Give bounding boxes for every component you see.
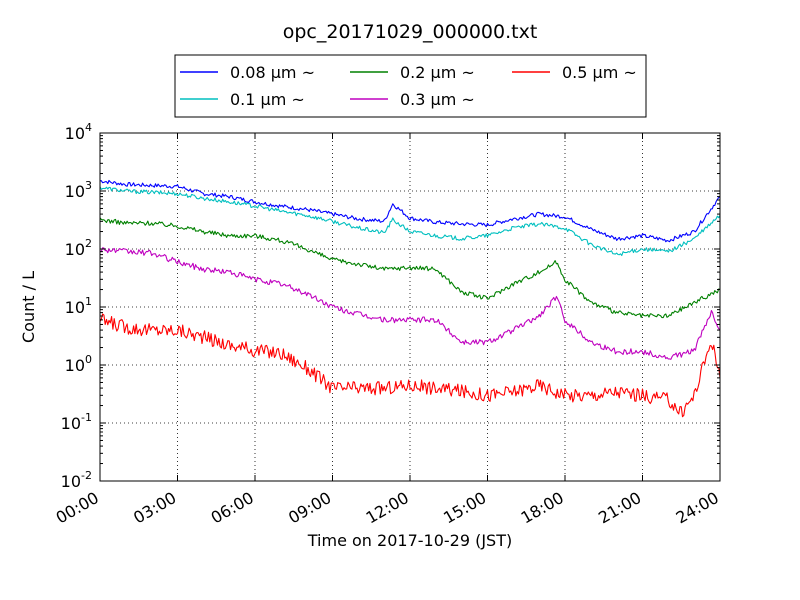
- y-tick-exponent: 3: [85, 179, 92, 192]
- y-tick-base: 10: [61, 414, 81, 433]
- y-tick-label: 101: [65, 295, 92, 317]
- series-line-5: [99, 313, 721, 418]
- grid-lines: [100, 133, 720, 481]
- y-tick-exponent: 4: [85, 121, 92, 134]
- legend: 0.08 μm ~ 0.1 μm ~ 0.2 μm ~ 0.3 μm ~ 0.5 μm …: [174, 54, 647, 118]
- y-tick-base: 10: [65, 298, 85, 317]
- y-tick-base: 10: [61, 472, 81, 491]
- y-tick-base: 10: [65, 182, 85, 201]
- y-axis-label: Count / L: [19, 271, 38, 343]
- y-tick-label: 10-1: [61, 411, 92, 433]
- legend-label-4: 0.3 μm ~: [400, 90, 475, 109]
- y-tick-exponent: -2: [81, 469, 92, 482]
- y-tick-label: 103: [65, 179, 92, 201]
- y-tick-base: 10: [65, 356, 85, 375]
- y-tick-label: 102: [65, 237, 92, 259]
- y-tick-exponent: 2: [85, 237, 92, 250]
- series-line-4: [99, 247, 721, 360]
- y-tick-exponent: 1: [85, 295, 92, 308]
- axis-ticks: [99, 132, 721, 482]
- y-tick-label: 100: [65, 353, 92, 375]
- y-tick-base: 10: [65, 124, 85, 143]
- x-axis-label: Time on 2017-10-29 (JST): [307, 531, 512, 550]
- y-tick-label: 10-2: [61, 469, 92, 491]
- y-tick-label: 104: [65, 121, 92, 143]
- y-tick-exponent: -1: [81, 411, 92, 424]
- series-line-1: [99, 179, 721, 243]
- y-tick-exponent: 0: [85, 353, 92, 366]
- legend-label-1: 0.08 μm ~: [230, 63, 315, 82]
- legend-label-2: 0.1 μm ~: [230, 90, 305, 109]
- plot-series: [99, 179, 721, 418]
- y-tick-base: 10: [65, 240, 85, 259]
- series-line-2: [99, 186, 721, 257]
- chart-title: opc_20171029_000000.txt: [283, 21, 538, 43]
- series-line-3: [99, 217, 721, 319]
- legend-box: [174, 54, 647, 118]
- legend-label-3: 0.2 μm ~: [400, 63, 475, 82]
- legend-label-5: 0.5 μm ~: [562, 63, 637, 82]
